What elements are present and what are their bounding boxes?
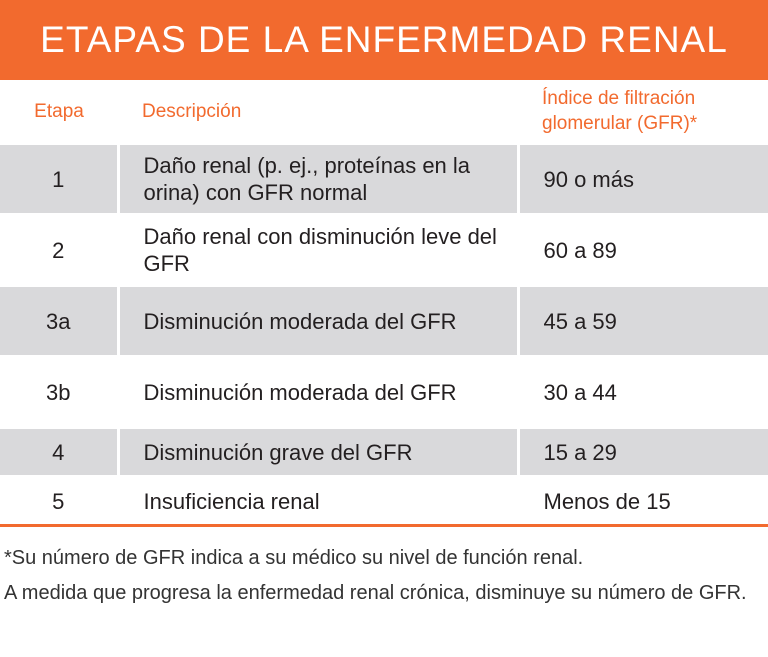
table-row: 4 Disminución grave del GFR 15 a 29: [0, 427, 768, 477]
table-cell: Disminución moderada del GFR: [116, 285, 518, 357]
table-cell: 15 a 29: [516, 427, 768, 477]
footnote-text: A medida que progresa la enfermedad rena…: [4, 582, 747, 604]
table-cell: 3b: [46, 379, 71, 405]
table-cell: 30 a 44: [516, 356, 768, 428]
table-cell: Daño renal (p. ej., proteínas en la orin…: [116, 143, 518, 215]
footnote-text: *Su número de GFR indica a su médico su …: [4, 547, 584, 569]
table-cell: 60 a 89: [516, 214, 768, 286]
table-cell: Daño renal con disminución leve del GFR: [116, 214, 518, 286]
header-cell: Descripción: [142, 100, 242, 122]
table-cell: 1: [0, 143, 118, 215]
table-cell: 5: [52, 488, 65, 514]
table-cell: 45 a 59: [516, 285, 768, 357]
header-cell: Índice de filtración glomerular (GFR)*: [542, 88, 698, 134]
header-cell: Etapa: [34, 100, 84, 122]
divider: [0, 524, 768, 527]
table-cell: Disminución moderada del GFR: [116, 356, 518, 428]
table-row: 1 Daño renal (p. ej., proteínas en la ori…: [0, 143, 768, 215]
table-cell: Insuficiencia renal: [116, 476, 518, 524]
table-row: 2 Daño renal con disminución leve del GFR…: [0, 214, 768, 286]
table-cell: Disminución grave del GFR: [116, 427, 518, 477]
table-cell: Menos de 15: [516, 476, 768, 524]
table-cell: 4: [0, 427, 118, 477]
table-row: 3a Disminución moderada del GFR 45 a 59: [0, 285, 768, 357]
table-row: 5 Insuficiencia renal Menos de 15: [0, 476, 768, 524]
table-row: 3b Disminución moderada del GFR 30 a 44: [0, 356, 768, 428]
stages-table: Etapa Descripción Índice de filtración glo…: [0, 80, 768, 524]
table-cell: 90 o más: [516, 143, 768, 215]
footnote: *Su número de GFR indica a su médico su …: [0, 527, 768, 611]
table-cell: 2: [52, 237, 65, 263]
table-cell: 3a: [0, 285, 118, 357]
title: ETAPAS DE LA ENFERMEDAD RENAL: [0, 0, 768, 80]
header-row: Etapa Descripción Índice de filtración glo…: [0, 80, 768, 144]
